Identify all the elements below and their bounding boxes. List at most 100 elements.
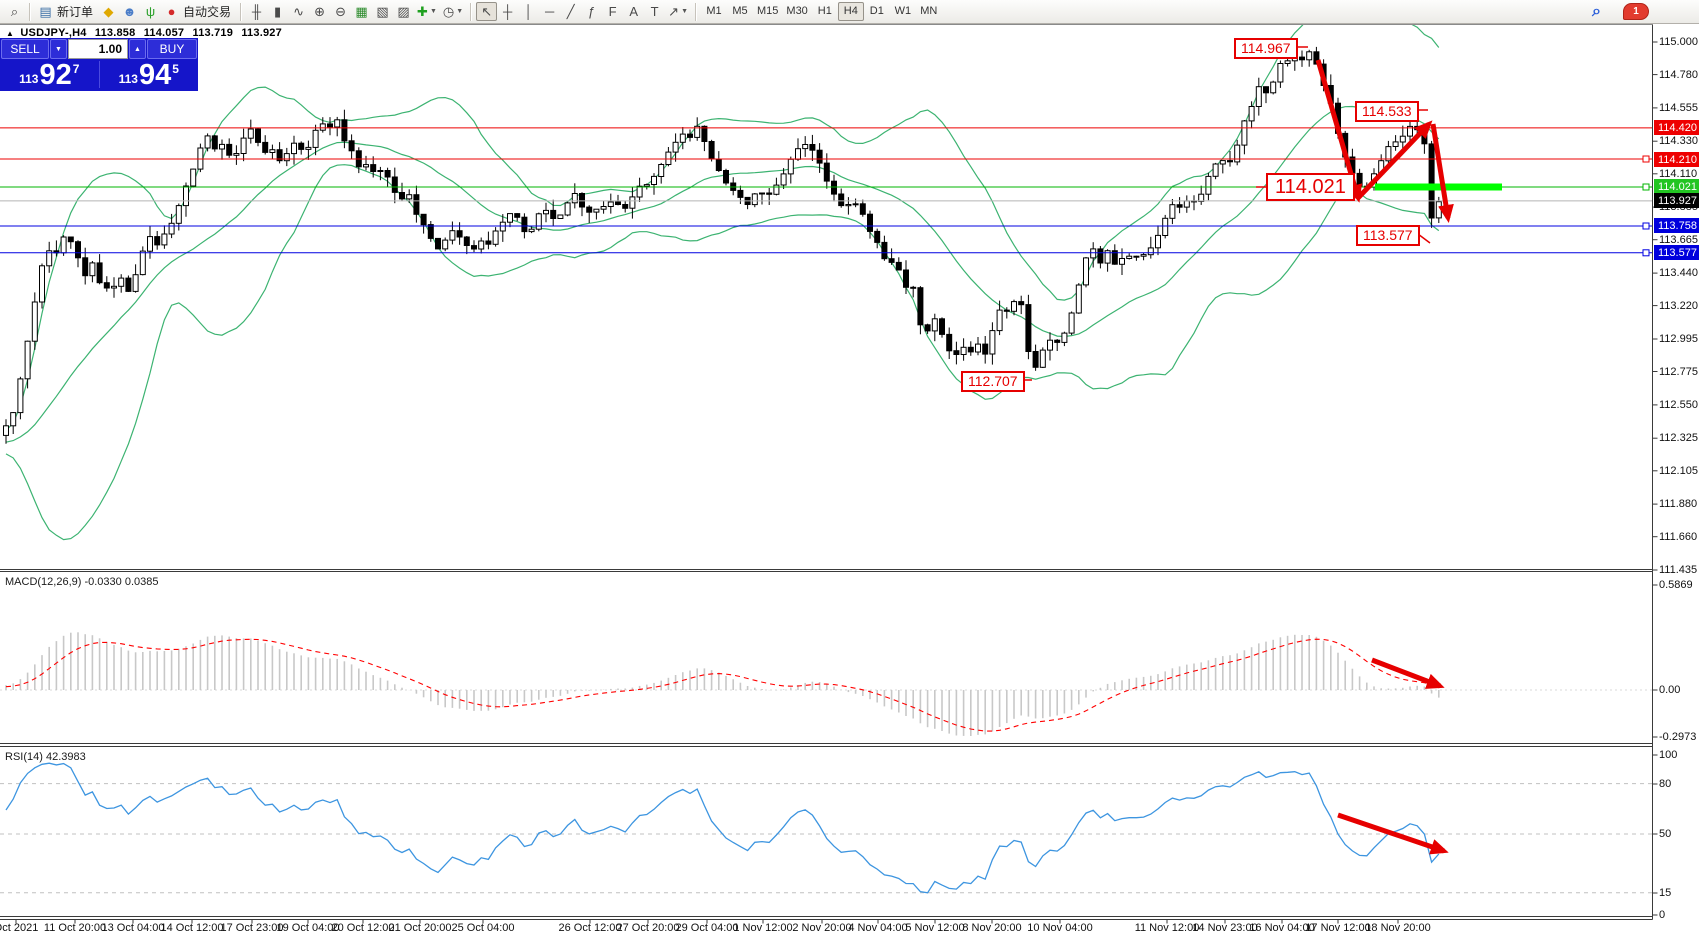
fibonacci-tool[interactable]: ƒ	[588, 4, 596, 19]
signal-icon[interactable]: ψ	[145, 4, 156, 19]
chart-info-line: ▲ USDJPY-,H4 113.858 114.057 113.719 113…	[6, 27, 287, 39]
rsi-label: RSI(14) 42.3983	[5, 751, 86, 763]
indicator-list-icon[interactable]: ⌕	[10, 3, 19, 19]
rsi-axis-tick: 80	[1659, 778, 1672, 790]
autotrading-button-label[interactable]: 自动交易	[183, 5, 232, 19]
styles-icon[interactable]: ◆	[103, 3, 114, 19]
buy-price-sup: 5	[172, 62, 179, 76]
one-click-trade-panel: SELL ▼ ▲ BUY 113 92 7 113 94 5	[0, 38, 198, 91]
time-axis-label: 27 Oct 20:00	[616, 922, 680, 934]
arrows-tool[interactable]: ↗ ▼	[668, 3, 688, 19]
macd-axis-tick: 0.5869	[1659, 579, 1693, 591]
timeframe-M1[interactable]: M1	[706, 5, 722, 17]
time-axis-label: 5 Nov 12:00	[905, 922, 965, 934]
time-axis-label: 11 Nov 12:00	[1134, 922, 1200, 934]
channel-tool[interactable]: F	[608, 4, 617, 19]
new-order-button[interactable]: ▤	[39, 3, 52, 19]
sell-price-big: 92	[39, 59, 72, 91]
time-axis-label: 25 Oct 04:00	[451, 922, 515, 934]
contacts-icon[interactable]: ☻	[122, 4, 137, 19]
vertical-line-tool[interactable]: │	[524, 4, 533, 19]
time-axis-label: 4 Nov 04:00	[848, 922, 908, 934]
annotation-114967[interactable]: 114.967	[1234, 38, 1298, 59]
ohlc-close: 113.927	[241, 27, 282, 39]
time-axis-label: 11 Oct 20:00	[43, 922, 107, 934]
time-axis-label: 19 Oct 04:00	[276, 922, 340, 934]
symbol-name: USDJPY-,H4	[20, 27, 87, 39]
buy-price-prefix: 113	[118, 72, 138, 86]
time-axis-label: 2 Nov 20:00	[792, 922, 852, 934]
candlestick-chart-icon[interactable]: ▮	[273, 3, 282, 19]
bar-chart-icon[interactable]: ╫	[251, 4, 262, 19]
time-axis-label: 29 Oct 04:00	[675, 922, 739, 934]
annotation-114533[interactable]: 114.533	[1355, 101, 1419, 122]
volume-increase-button[interactable]: ▲	[129, 39, 146, 59]
notification-bubble[interactable]: 1	[1623, 3, 1649, 20]
profiles-icon[interactable]: ▧	[376, 3, 389, 19]
annotation-113577[interactable]: 113.577	[1356, 225, 1420, 246]
add-indicator-button[interactable]: ✚ ▼	[417, 3, 437, 19]
volume-input[interactable]	[68, 39, 128, 59]
rsi-axis-tick: 100	[1659, 749, 1678, 761]
price-axis-tick: 112.550	[1659, 399, 1698, 411]
data-window-icon[interactable]: ▨	[397, 3, 410, 19]
timeframe-W1[interactable]: W1	[894, 5, 912, 17]
timeframe-H4[interactable]: H4	[837, 2, 864, 21]
volume-decrease-button[interactable]: ▼	[50, 39, 67, 59]
time-axis-label: 13 Oct 04:00	[101, 922, 165, 934]
sell-price[interactable]: 113 92 7	[0, 59, 99, 90]
sell-price-sup: 7	[72, 62, 80, 76]
rsi-axis-tick: 15	[1659, 887, 1672, 899]
line-chart-icon[interactable]: ∿	[293, 3, 304, 19]
new-order-button-label[interactable]: 新订单	[57, 5, 94, 19]
timeframe-H1[interactable]: H1	[817, 5, 832, 17]
rsi-axis-tick: 50	[1659, 828, 1672, 840]
macd-axis-tick: -0.2973	[1659, 731, 1697, 743]
zoom-out-icon[interactable]: ⊖	[335, 3, 346, 19]
label-tool[interactable]: T	[650, 4, 659, 19]
cursor-tool[interactable]: ↖	[476, 2, 498, 21]
ohlc-high: 114.057	[143, 27, 185, 39]
time-axis-label: 10 Nov 04:00	[1027, 922, 1093, 934]
sell-button[interactable]: SELL	[1, 39, 49, 59]
annotation-112707[interactable]: 112.707	[961, 371, 1025, 392]
time-axis-label: 16 Nov 04:00	[1249, 922, 1315, 934]
buy-button[interactable]: BUY	[147, 39, 197, 59]
autotrading-button[interactable]: ●	[167, 4, 176, 19]
chart-marker-icon: ▲	[6, 29, 15, 38]
toolbar: ⌕ ▤ 新订单 ◆ ☻ ψ ● 自动交易 ╫ ▮ ∿ ⊕ ⊖ ▦ ▧ ▨ ✚ ▼ ◷ ▼ ↖ ┼ │ ─ ╱ ƒ F A T ↗ ▼ M1 M5…	[0, 0, 1699, 24]
zoom-in-icon[interactable]: ⊕	[314, 3, 325, 19]
time-axis-label: 17 Oct 23:00	[220, 922, 284, 934]
time-axis-label: 21 Oct 20:00	[388, 922, 452, 934]
price-level-label: 114.210	[1654, 152, 1699, 167]
time-axis-label: 18 Nov 20:00	[1365, 922, 1431, 934]
timeframe-D1[interactable]: D1	[869, 5, 884, 17]
text-tool[interactable]: A	[629, 4, 638, 19]
buy-price[interactable]: 113 94 5	[100, 59, 199, 90]
price-level-label: 114.420	[1654, 120, 1699, 135]
timeframe-M5[interactable]: M5	[732, 5, 748, 17]
time-axis-label: 14 Nov 23:00	[1192, 922, 1258, 934]
ohlc-low: 113.719	[192, 27, 234, 39]
annotation-114021[interactable]: 114.021	[1266, 173, 1355, 201]
tile-windows-icon[interactable]: ▦	[355, 3, 368, 19]
price-level-label: 113.927	[1654, 193, 1699, 208]
price-axis-tick: 114.110	[1659, 168, 1698, 180]
price-axis-tick: 112.775	[1659, 366, 1698, 378]
periods-button[interactable]: ◷ ▼	[442, 3, 464, 19]
horizontal-line-tool[interactable]: ─	[545, 4, 555, 19]
time-axis-label: 20 Oct 12:00	[331, 922, 395, 934]
timeframe-MN[interactable]: MN	[920, 5, 938, 17]
trendline-tool[interactable]: ╱	[566, 3, 575, 19]
timeframe-M30[interactable]: M30	[786, 5, 808, 17]
price-axis-tick: 113.220	[1659, 300, 1698, 312]
price-axis-tick: 114.330	[1659, 135, 1698, 147]
buy-price-big: 94	[138, 59, 172, 91]
sell-price-prefix: 113	[19, 72, 39, 86]
price-axis-tick: 112.325	[1659, 432, 1698, 444]
timeframe-M15[interactable]: M15	[757, 5, 779, 17]
crosshair-tool[interactable]: ┼	[503, 4, 513, 19]
search-icon[interactable]: ⌕	[1592, 2, 1601, 20]
time-axis-label: 14 Oct 12:00	[160, 922, 224, 934]
